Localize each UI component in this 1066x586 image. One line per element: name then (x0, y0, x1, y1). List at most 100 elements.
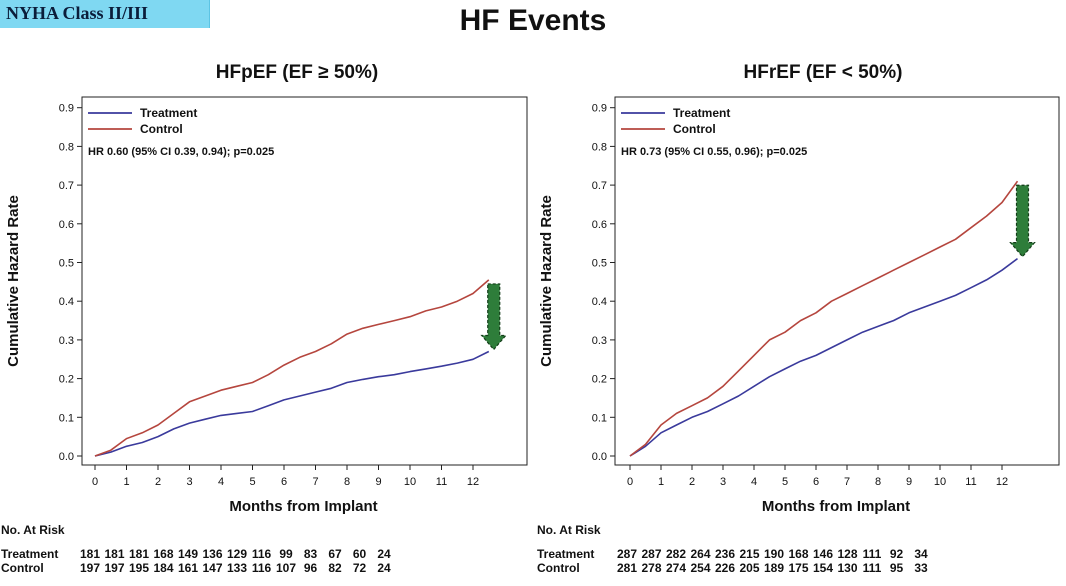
risk-row-label: Treatment (1, 547, 58, 561)
risk-cell: 116 (252, 561, 272, 575)
y-tick-label: 0.9 (59, 103, 74, 115)
y-axis-label: Cumulative Hazard Rate (5, 195, 22, 367)
risk-cell: 67 (328, 547, 342, 561)
y-tick-label: 0.5 (59, 258, 74, 270)
risk-cell: 92 (890, 547, 904, 561)
risk-table-header: No. At Risk (1, 523, 65, 537)
risk-cell: 72 (353, 561, 367, 575)
down-arrow-icon (480, 283, 508, 351)
down-arrow-icon (1009, 184, 1036, 258)
y-tick-label: 0.8 (592, 141, 607, 153)
risk-cell: 168 (788, 547, 808, 561)
risk-cell: 281 (617, 561, 637, 575)
x-tick-label: 1 (658, 476, 664, 488)
panel-subtitle: HFpEF (EF ≥ 50%) (216, 62, 378, 83)
risk-cell: 130 (837, 561, 857, 575)
risk-cell: 161 (178, 561, 198, 575)
y-tick-label: 0.4 (59, 296, 74, 308)
x-tick-label: 0 (627, 476, 633, 488)
risk-cell: 107 (276, 561, 296, 575)
risk-cell: 147 (202, 561, 222, 575)
chart-hfpef: HFpEF (EF ≥ 50%) 0.0 0.1 0.2 0.3 0.4 0.5 0.6 0.7… (1, 62, 528, 575)
y-tick-label: 0.8 (59, 141, 74, 153)
legend-label-treatment: Treatment (673, 106, 730, 120)
x-tick-label: 9 (906, 476, 912, 488)
hr-annotation: HR 0.73 (95% CI 0.55, 0.96); p=0.025 (621, 146, 807, 158)
risk-cell: 278 (641, 561, 661, 575)
x-axis-label: Months from Implant (762, 498, 910, 515)
risk-cell: 287 (617, 547, 637, 561)
legend-label-treatment: Treatment (140, 106, 197, 120)
series-line-treatment (94, 350, 490, 457)
y-tick-label: 0.0 (592, 451, 607, 463)
risk-cell: 96 (304, 561, 318, 575)
risk-cell: 226 (715, 561, 735, 575)
risk-cell: 195 (129, 561, 149, 575)
x-tick-label: 10 (934, 476, 946, 488)
x-tick-label: 1 (123, 476, 129, 488)
x-tick-label: 6 (281, 476, 287, 488)
risk-cell: 33 (914, 561, 928, 575)
risk-cell: 205 (739, 561, 759, 575)
risk-cell: 111 (863, 547, 882, 561)
y-tick-label: 0.7 (59, 180, 74, 192)
risk-row-label: Control (537, 561, 580, 575)
risk-row-label: Treatment (537, 547, 594, 561)
y-tick-label: 0.1 (592, 412, 607, 424)
x-tick-label: 8 (344, 476, 350, 488)
risk-cell: 168 (153, 547, 173, 561)
risk-cell: 236 (715, 547, 735, 561)
x-tick-label: 5 (249, 476, 255, 488)
x-axis-label: Months from Implant (229, 498, 377, 515)
x-tick-label: 8 (875, 476, 881, 488)
plot-frame (614, 96, 1060, 466)
hr-annotation: HR 0.60 (95% CI 0.39, 0.94); p=0.025 (88, 146, 274, 158)
y-tick-label: 0.2 (59, 374, 74, 386)
y-tick-label: 0.3 (59, 335, 74, 347)
risk-cell: 215 (739, 547, 759, 561)
risk-cell: 254 (690, 561, 710, 575)
risk-cell: 190 (764, 547, 784, 561)
risk-cell: 197 (80, 561, 100, 575)
risk-table-header: No. At Risk (537, 523, 601, 537)
series-line-treatment (629, 257, 1018, 457)
risk-cell: 181 (104, 547, 124, 561)
risk-cell: 189 (764, 561, 784, 575)
risk-cell: 116 (252, 547, 272, 561)
chart-hfref: HFrEF (EF < 50%) 0.0 0.1 0.2 0.3 0.4 0.5 0.6 0.7… (537, 62, 1060, 575)
risk-cell: 99 (279, 547, 293, 561)
risk-cell: 282 (666, 547, 686, 561)
y-tick-label: 0.6 (59, 219, 74, 231)
risk-cell: 128 (837, 547, 857, 561)
plot-frame (81, 96, 528, 466)
risk-cell: 82 (328, 561, 342, 575)
y-tick-label: 0.6 (592, 219, 607, 231)
risk-row-label: Control (1, 561, 44, 575)
y-tick-label: 0.0 (59, 451, 74, 463)
risk-cell: 264 (690, 547, 710, 561)
y-tick-label: 0.9 (592, 103, 607, 115)
risk-cell: 60 (353, 547, 367, 561)
x-tick-label: 7 (844, 476, 850, 488)
risk-cell: 129 (227, 547, 247, 561)
risk-cell: 133 (227, 561, 247, 575)
x-tick-label: 12 (996, 476, 1008, 488)
panel-subtitle: HFrEF (EF < 50%) (744, 62, 903, 83)
main-title: HF Events (459, 4, 607, 37)
x-tick-label: 4 (218, 476, 224, 488)
risk-cell: 287 (641, 547, 661, 561)
x-tick-label: 11 (436, 476, 447, 488)
y-tick-label: 0.1 (59, 412, 74, 424)
risk-cell: 34 (914, 547, 928, 561)
y-tick-label: 0.7 (592, 180, 607, 192)
x-tick-label: 7 (312, 476, 318, 488)
x-tick-label: 6 (813, 476, 819, 488)
x-tick-label: 0 (92, 476, 98, 488)
risk-cell: 197 (104, 561, 124, 575)
x-tick-label: 11 (965, 476, 976, 488)
risk-cell: 184 (153, 561, 173, 575)
risk-cell: 111 (863, 561, 882, 575)
risk-cell: 24 (377, 547, 391, 561)
risk-cell: 83 (304, 547, 318, 561)
x-tick-label: 2 (689, 476, 695, 488)
